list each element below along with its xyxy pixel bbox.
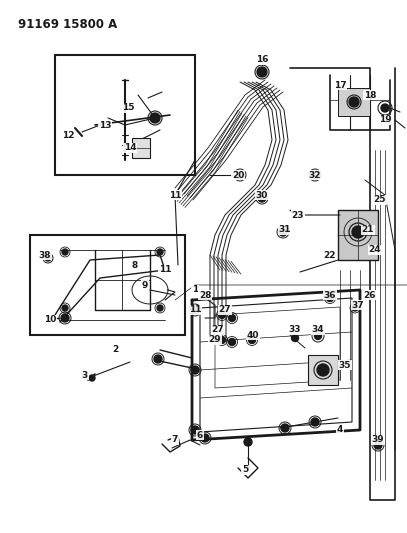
Circle shape xyxy=(154,355,162,363)
Circle shape xyxy=(311,171,319,179)
Text: 21: 21 xyxy=(362,225,374,235)
Circle shape xyxy=(352,305,358,311)
Bar xyxy=(338,88,370,116)
Circle shape xyxy=(157,249,163,255)
Text: 22: 22 xyxy=(324,251,336,260)
Text: 9: 9 xyxy=(142,280,148,289)
Text: 35: 35 xyxy=(339,360,351,369)
Circle shape xyxy=(326,295,333,302)
Circle shape xyxy=(191,366,199,374)
Text: 25: 25 xyxy=(374,196,386,205)
Text: 1: 1 xyxy=(192,286,198,295)
Text: 5: 5 xyxy=(242,465,248,474)
Text: 11: 11 xyxy=(159,265,171,274)
Circle shape xyxy=(258,194,266,202)
Text: 30: 30 xyxy=(256,190,268,199)
Text: 33: 33 xyxy=(289,326,301,335)
Text: 34: 34 xyxy=(312,326,324,335)
Text: 39: 39 xyxy=(372,435,384,445)
Text: 15: 15 xyxy=(122,103,134,112)
Circle shape xyxy=(257,67,267,77)
Circle shape xyxy=(45,255,51,261)
Circle shape xyxy=(352,226,364,238)
Circle shape xyxy=(150,113,160,123)
Circle shape xyxy=(349,97,359,107)
Text: 36: 36 xyxy=(324,290,336,300)
Circle shape xyxy=(249,336,256,343)
Text: 18: 18 xyxy=(364,91,376,100)
Text: 2: 2 xyxy=(112,345,118,354)
Text: 7: 7 xyxy=(172,435,178,445)
Circle shape xyxy=(228,338,236,345)
Circle shape xyxy=(62,249,68,255)
Text: 37: 37 xyxy=(352,301,364,310)
Text: 31: 31 xyxy=(279,225,291,235)
Text: 17: 17 xyxy=(334,80,346,90)
Text: 14: 14 xyxy=(124,143,136,152)
Text: 8: 8 xyxy=(132,261,138,270)
Text: 24: 24 xyxy=(369,246,381,254)
Text: 23: 23 xyxy=(292,211,304,220)
Bar xyxy=(338,210,378,260)
Circle shape xyxy=(201,434,209,442)
Circle shape xyxy=(236,171,244,179)
Text: 29: 29 xyxy=(209,335,221,344)
Circle shape xyxy=(228,314,236,321)
Circle shape xyxy=(374,441,382,449)
Text: 27: 27 xyxy=(212,326,224,335)
Circle shape xyxy=(311,418,319,426)
Circle shape xyxy=(157,305,163,311)
Text: 3: 3 xyxy=(82,370,88,379)
Circle shape xyxy=(89,375,95,381)
Text: 91169 15800 A: 91169 15800 A xyxy=(18,18,117,31)
Circle shape xyxy=(219,336,225,343)
Text: 38: 38 xyxy=(39,251,51,260)
Text: 11: 11 xyxy=(189,305,201,314)
Text: 26: 26 xyxy=(364,290,376,300)
Text: 16: 16 xyxy=(256,55,268,64)
Circle shape xyxy=(62,305,68,311)
Text: 4: 4 xyxy=(337,425,343,434)
Bar xyxy=(132,138,150,158)
Bar xyxy=(30,235,185,335)
Text: 13: 13 xyxy=(99,120,111,130)
Text: 12: 12 xyxy=(62,131,74,140)
Text: 11: 11 xyxy=(169,190,181,199)
Text: 27: 27 xyxy=(219,305,231,314)
Circle shape xyxy=(315,333,322,340)
Circle shape xyxy=(219,311,225,319)
Text: 19: 19 xyxy=(379,116,391,125)
Bar xyxy=(55,55,195,175)
Text: 40: 40 xyxy=(247,330,259,340)
Circle shape xyxy=(381,104,389,112)
Bar xyxy=(308,355,338,385)
Circle shape xyxy=(244,438,252,446)
Circle shape xyxy=(279,228,287,236)
Text: 10: 10 xyxy=(44,316,56,325)
Circle shape xyxy=(191,306,199,314)
Circle shape xyxy=(281,424,289,432)
Text: 6: 6 xyxy=(197,431,203,440)
Circle shape xyxy=(317,364,329,376)
Circle shape xyxy=(291,335,298,342)
Circle shape xyxy=(191,426,199,434)
Circle shape xyxy=(61,314,69,322)
Text: 20: 20 xyxy=(232,171,244,180)
Text: 28: 28 xyxy=(199,290,211,300)
Circle shape xyxy=(319,366,327,374)
Text: 32: 32 xyxy=(309,171,321,180)
